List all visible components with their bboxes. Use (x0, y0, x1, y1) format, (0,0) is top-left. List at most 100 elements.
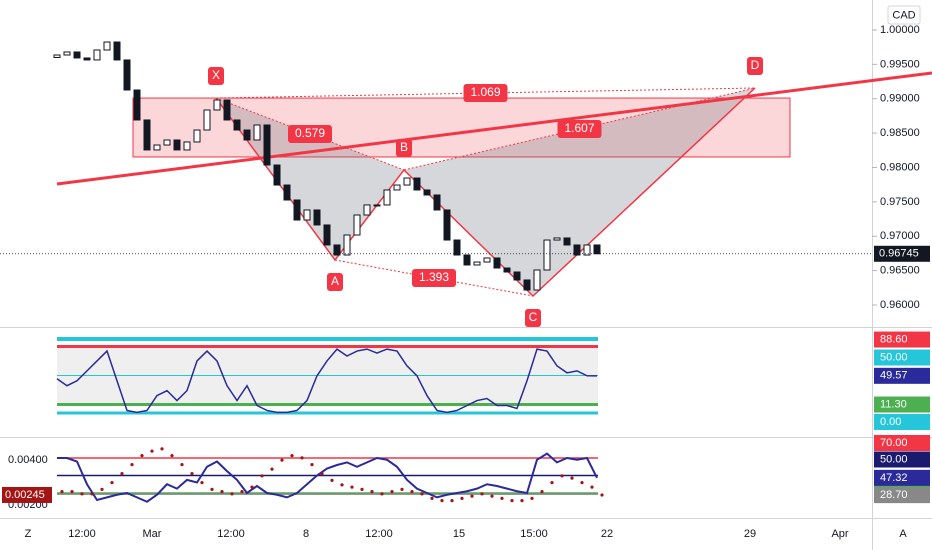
osc2-dot (270, 467, 274, 471)
price-tick-label: 0.98000 (880, 161, 920, 173)
candle (363, 204, 371, 216)
osc2-dot (130, 463, 134, 467)
candle (333, 244, 341, 256)
ratio-label: 1.393 (419, 270, 449, 284)
osc2-dot (190, 472, 194, 476)
candle (483, 257, 491, 263)
auto-scale-button[interactable]: A (899, 528, 907, 540)
osc2-tick-label: 0.00400 (8, 454, 48, 466)
osc2-dot (420, 492, 424, 496)
candle (353, 214, 361, 236)
time-label: 12:00 (365, 528, 393, 540)
level-badge (874, 487, 930, 504)
last-price-box (874, 245, 930, 262)
osc2-dot (310, 463, 314, 467)
osc2-line (57, 452, 598, 503)
candle (383, 189, 391, 206)
dot-label: 0.00245 (5, 489, 45, 501)
candle (273, 164, 281, 186)
osc2-dot (300, 456, 304, 460)
candle (283, 184, 291, 201)
candle (83, 57, 91, 61)
currency-box[interactable] (887, 5, 921, 25)
osc2-dot (160, 447, 164, 451)
osc2-dot (430, 496, 434, 500)
price-tick-label: 0.99000 (880, 93, 920, 105)
candle (403, 177, 411, 186)
candle (393, 184, 401, 191)
currency[interactable]: CAD (892, 9, 915, 21)
osc2-dot (70, 490, 74, 494)
point-label: C (529, 310, 538, 324)
time-label: 15 (453, 528, 465, 540)
osc2-dot (440, 499, 444, 503)
osc2-dot (210, 487, 214, 491)
candle (203, 109, 211, 131)
ratio-badge (288, 125, 332, 144)
candle (503, 267, 511, 273)
osc2-dot (340, 483, 344, 487)
osc1-line (56, 348, 598, 414)
ratio-badge (557, 119, 602, 138)
price-tick-label: 0.99500 (880, 58, 920, 70)
candle (63, 51, 71, 56)
candle (343, 234, 351, 256)
candle (493, 257, 501, 269)
osc2-dot (590, 485, 594, 489)
candle (563, 237, 571, 246)
ratio-label: 1.607 (564, 121, 594, 135)
osc2-dot (570, 476, 574, 480)
level-label: 50.00 (880, 453, 908, 465)
level-badge (874, 469, 930, 486)
candle (373, 204, 381, 207)
candle (323, 224, 331, 246)
osc2-dot (80, 492, 84, 496)
ratio-badge (412, 268, 456, 287)
ratio-label: 1.069 (470, 85, 500, 99)
level-badge (874, 434, 930, 451)
osc2-dot (240, 490, 244, 494)
time-label: 12:00 (217, 528, 245, 540)
level-label: 70.00 (880, 437, 908, 449)
candle (453, 239, 461, 256)
candle (313, 209, 321, 226)
osc2-dot (90, 492, 94, 496)
osc2-dot (290, 454, 294, 458)
level-badge (874, 414, 930, 430)
timezone-button[interactable]: Z (25, 528, 32, 540)
point-badge (327, 272, 343, 291)
osc2-dot (170, 454, 174, 458)
time-label: 29 (744, 528, 756, 540)
candle (253, 124, 261, 141)
osc2-dot (110, 481, 114, 485)
ratio-badge (463, 84, 508, 103)
time-label: Mar (143, 528, 162, 540)
osc2-dot (320, 472, 324, 476)
candle (573, 244, 581, 256)
level-badge (874, 349, 930, 366)
point-badge (525, 308, 541, 327)
candle (303, 209, 311, 221)
level-badge (874, 396, 930, 413)
candle (243, 129, 251, 141)
osc2-dot (480, 492, 484, 496)
candle (423, 189, 431, 196)
osc2-dot (490, 494, 494, 498)
level-label: 88.60 (880, 333, 908, 345)
candle (183, 141, 191, 151)
level-badge (874, 331, 930, 348)
osc2-dot (230, 492, 234, 496)
candle (463, 254, 471, 266)
time-label: Apr (831, 528, 848, 540)
candle (53, 54, 61, 58)
candle (473, 261, 481, 266)
time-label: 22 (601, 528, 613, 540)
candle (173, 139, 181, 151)
candle (293, 199, 301, 221)
candle (123, 59, 131, 91)
level-label: 49.57 (880, 370, 908, 382)
time-label: 15:00 (520, 528, 548, 540)
price-tick-label: 0.96500 (880, 265, 920, 277)
